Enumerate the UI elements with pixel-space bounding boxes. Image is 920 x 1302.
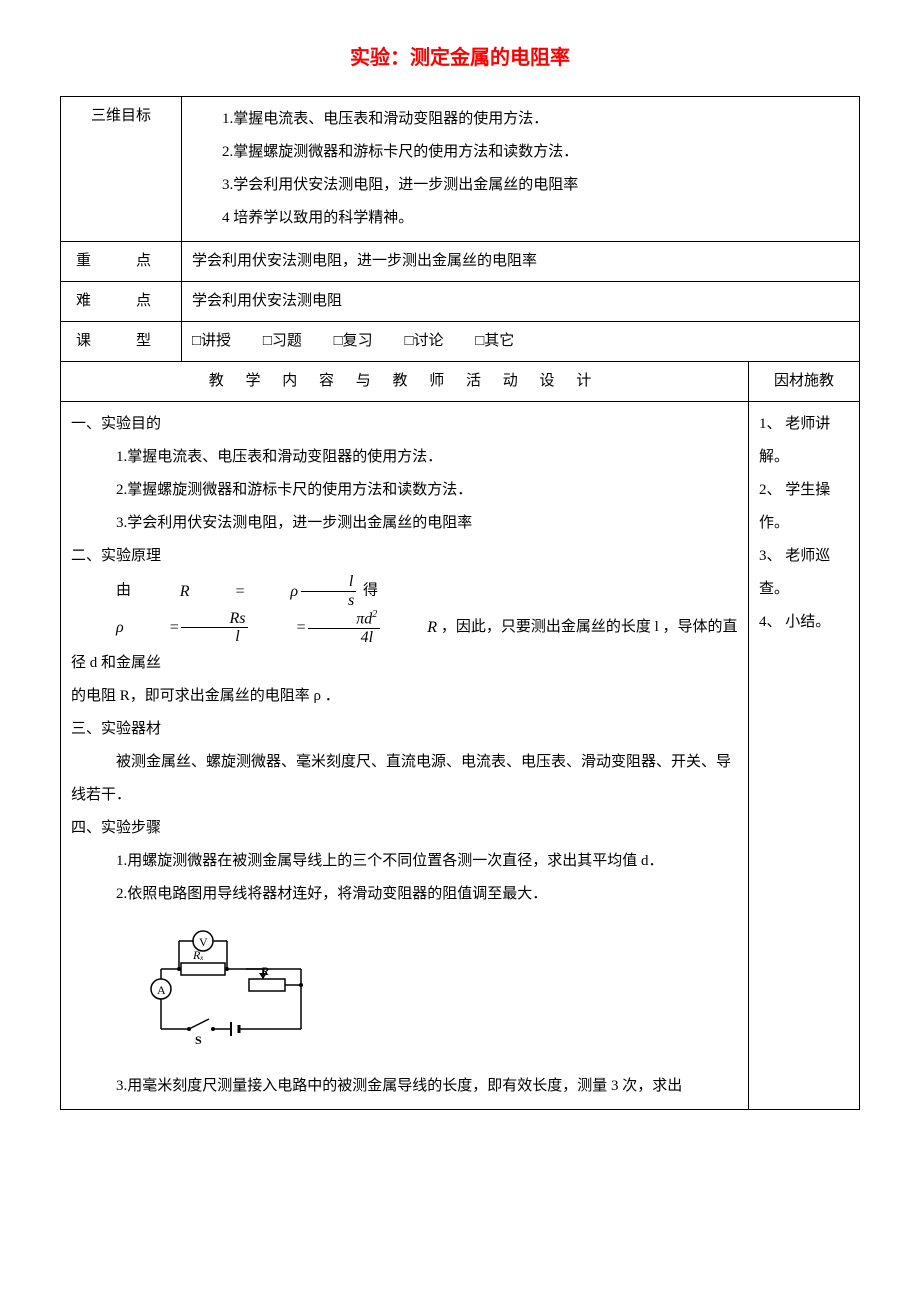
sec1-h: 一、实验目的 [71,408,738,441]
goal-2: 2.掌握螺旋测微器和游标卡尺的使用方法和读数方法． [192,136,849,169]
opt-lecture: □讲授 [192,333,231,349]
svg-text:S: S [195,1033,202,1047]
side-3: 3、 老师巡查。 [759,540,849,606]
svg-text:V: V [199,935,208,949]
goals-label: 三维目标 [61,97,182,242]
sec4-1: 1.用螺旋测微器在被测金属导线上的三个不同位置各测一次直径，求出其平均值 d． [71,845,738,878]
opt-review: □复习 [334,333,373,349]
sec4-2: 2.依照电路图用导线将器材连好，将滑动变阻器的阻值调至最大． [71,878,738,911]
sec4-3: 3.用毫米刻度尺测量接入电路中的被测金属导线的长度，即有效长度，测量 3 次，求… [71,1070,738,1103]
diff-value: 学会利用伏安法测电阻 [182,282,860,322]
content-header: 教 学 内 容 与 教 师 活 动 设 计 [61,362,749,402]
sec1-2: 2.掌握螺旋测微器和游标卡尺的使用方法和读数方法． [71,474,738,507]
sec4-h: 四、实验步骤 [71,812,738,845]
svg-text:A: A [157,983,166,997]
diff-label: 难 点 [61,282,182,322]
formula-de: 得 [363,583,378,599]
formula-2: ρ = Rsl = πd24l R [71,609,437,647]
side-1: 1、 老师讲解。 [759,408,849,474]
opt-other: □其它 [475,333,514,349]
side-4: 4、 小结。 [759,606,849,639]
sec2-h: 二、实验原理 [71,540,738,573]
side-notes: 1、 老师讲解。 2、 学生操作。 3、 老师巡查。 4、 小结。 [749,402,860,1110]
svg-text:R: R [260,964,269,978]
type-label: 课 型 [61,322,182,362]
formula-lead: 由 [116,583,131,599]
side-2: 2、 学生操作。 [759,474,849,540]
sec3-h: 三、实验器材 [71,713,738,746]
opt-exercise: □习题 [263,333,302,349]
sec3-1: 被测金属丝、螺旋测微器、毫米刻度尺、直流电源、电流表、电压表、滑动变阻器、开关、… [71,746,738,812]
sec1-1: 1.掌握电流表、电压表和滑动变阻器的使用方法． [71,441,738,474]
type-options: □讲授 □习题 □复习 □讨论 □其它 [182,322,860,362]
goal-1: 1.掌握电流表、电压表和滑动变阻器的使用方法． [192,103,849,136]
page-title: 实验：测定金属的电阻率 [60,40,860,76]
sec2-line2: 的电阻 R，即可求出金属丝的电阻率 ρ ． [71,680,738,713]
goal-4: 4 培养学以致用的科学精神。 [192,202,849,235]
lesson-plan-table: 三维目标 1.掌握电流表、电压表和滑动变阻器的使用方法． 2.掌握螺旋测微器和游… [60,96,860,1110]
sec1-3: 3.学会利用伏安法测电阻，进一步测出金属丝的电阻率 [71,507,738,540]
goals-cell: 1.掌握电流表、电压表和滑动变阻器的使用方法． 2.掌握螺旋测微器和游标卡尺的使… [182,97,860,242]
content-body: 一、实验目的 1.掌握电流表、电压表和滑动变阻器的使用方法． 2.掌握螺旋测微器… [61,402,749,1110]
circuit-diagram: S A Rₓ [131,919,738,1062]
key-label: 重 点 [61,242,182,282]
side-header: 因材施教 [749,362,860,402]
goal-3: 3.学会利用伏安法测电阻，进一步测出金属丝的电阻率 [192,169,849,202]
opt-discuss: □讨论 [404,333,443,349]
key-value: 学会利用伏安法测电阻，进一步测出金属丝的电阻率 [182,242,860,282]
formula-line: 由 R = ρ ls 得 ρ = Rsl = πd24l R ，因此，只要测出金… [71,573,738,680]
formula: R = ρ ls [135,573,360,609]
